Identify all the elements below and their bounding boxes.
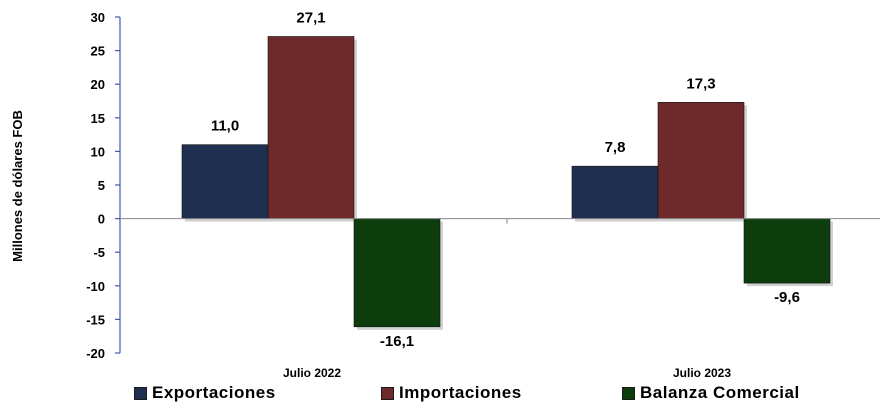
bar-chart: -20 -15 -10 -5 0 5 10 15 20 25 30 11,0 27,1 -16,1 Jul… <box>10 9 880 380</box>
labels-layer: 11,0 27,1 -16,1 Julio 2022 7,8 17,3 -9,6 Julio … <box>211 9 800 380</box>
legend-swatch-importaciones <box>381 386 394 400</box>
bar-balanza-comercial-2 <box>743 218 831 284</box>
legend-label-importaciones: Importaciones <box>399 383 522 402</box>
data-label-importaciones-1: 27,1 <box>296 9 325 26</box>
y-tick-label: 25 <box>91 44 105 59</box>
y-tick-label: 15 <box>91 111 105 126</box>
y-tick-label: 5 <box>98 178 105 193</box>
bar-importaciones-1 <box>267 36 355 219</box>
y-tick-label: 10 <box>91 144 105 159</box>
legend-swatch-balanza-comercial <box>622 386 635 400</box>
y-tick-label: 30 <box>91 10 105 25</box>
data-label-importaciones-2: 17,3 <box>686 75 715 92</box>
y-tick-label: -5 <box>93 245 105 260</box>
data-label-balanza-comercial-1: -16,1 <box>380 333 414 350</box>
y-axis-label: Millones de dólares FOB <box>10 110 25 262</box>
y-tick-label: -10 <box>86 279 105 294</box>
y-tick-label: 0 <box>98 212 105 227</box>
data-label-balanza-comercial-2: -9,6 <box>774 289 800 306</box>
bar-importaciones-2 <box>657 102 745 219</box>
data-label-exportaciones-1: 11,0 <box>211 118 239 135</box>
bar-exportaciones-1 <box>181 144 269 219</box>
bar-exportaciones-2 <box>571 165 659 219</box>
legend: Exportaciones Importaciones Balanza Come… <box>0 383 883 405</box>
category-label-1: Julio 2022 <box>283 366 341 380</box>
legend-swatch-exportaciones <box>134 386 147 400</box>
legend-label-balanza-comercial: Balanza Comercial <box>640 383 800 402</box>
bar-balanza-comercial-1 <box>353 218 441 328</box>
legend-item-balanza-comercial: Balanza Comercial <box>622 383 800 403</box>
legend-label-exportaciones: Exportaciones <box>152 383 276 402</box>
y-tick-label: -15 <box>86 312 105 327</box>
legend-item-exportaciones: Exportaciones <box>134 383 276 403</box>
axes-layer: -20 -15 -10 -5 0 5 10 15 20 25 30 <box>86 10 880 361</box>
category-label-2: Julio 2023 <box>673 366 731 380</box>
data-label-exportaciones-2: 7,8 <box>605 139 626 156</box>
y-tick-label: -20 <box>86 346 105 361</box>
legend-item-importaciones: Importaciones <box>381 383 522 403</box>
bars-layer <box>181 36 833 330</box>
y-tick-label: 20 <box>91 77 105 92</box>
